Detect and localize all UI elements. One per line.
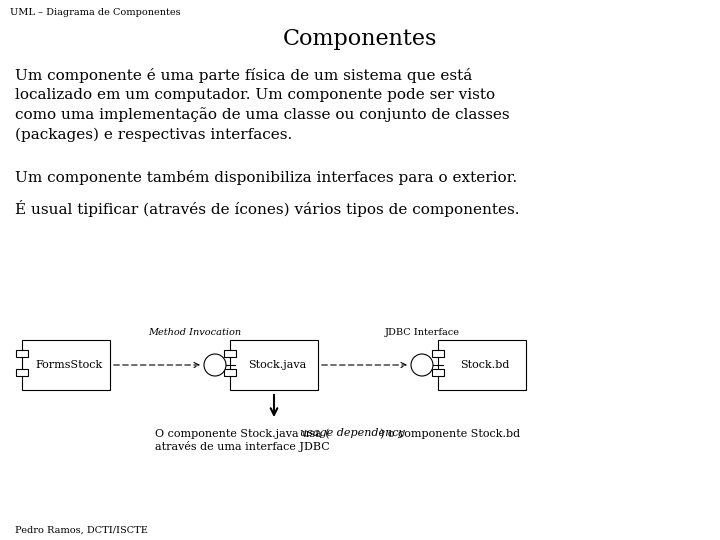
Bar: [432, 350, 444, 357]
Text: Pedro Ramos, DCTI/ISCTE: Pedro Ramos, DCTI/ISCTE: [15, 526, 148, 535]
Text: Um componente é uma parte física de um sistema que está
localizado em um computa: Um componente é uma parte física de um s…: [15, 68, 510, 141]
Text: É usual tipificar (através de ícones) vários tipos de componentes.: É usual tipificar (através de ícones) vá…: [15, 200, 520, 217]
Text: Componentes: Componentes: [283, 28, 437, 50]
Bar: [438, 340, 526, 390]
Bar: [224, 368, 236, 375]
Text: JDBC Interface: JDBC Interface: [384, 328, 459, 337]
Text: O componente Stock.java usa (: O componente Stock.java usa (: [155, 428, 330, 438]
Text: através de uma interface JDBC: através de uma interface JDBC: [155, 441, 330, 452]
Text: Method Invocation: Method Invocation: [148, 328, 242, 337]
Text: UML – Diagrama de Componentes: UML – Diagrama de Componentes: [10, 8, 181, 17]
Text: ) o componente Stock.bd: ) o componente Stock.bd: [380, 428, 520, 438]
Bar: [16, 368, 28, 375]
Bar: [16, 350, 28, 357]
Bar: [230, 340, 318, 390]
Circle shape: [204, 354, 226, 376]
Text: Stock.bd: Stock.bd: [460, 360, 510, 370]
Bar: [224, 350, 236, 357]
Bar: [22, 340, 110, 390]
Text: FormsStock: FormsStock: [35, 360, 103, 370]
Text: usage dependency: usage dependency: [300, 428, 405, 438]
Text: Um componente também disponibiliza interfaces para o exterior.: Um componente também disponibiliza inter…: [15, 170, 517, 185]
Bar: [432, 368, 444, 375]
Circle shape: [411, 354, 433, 376]
Text: Stock.java: Stock.java: [248, 360, 306, 370]
